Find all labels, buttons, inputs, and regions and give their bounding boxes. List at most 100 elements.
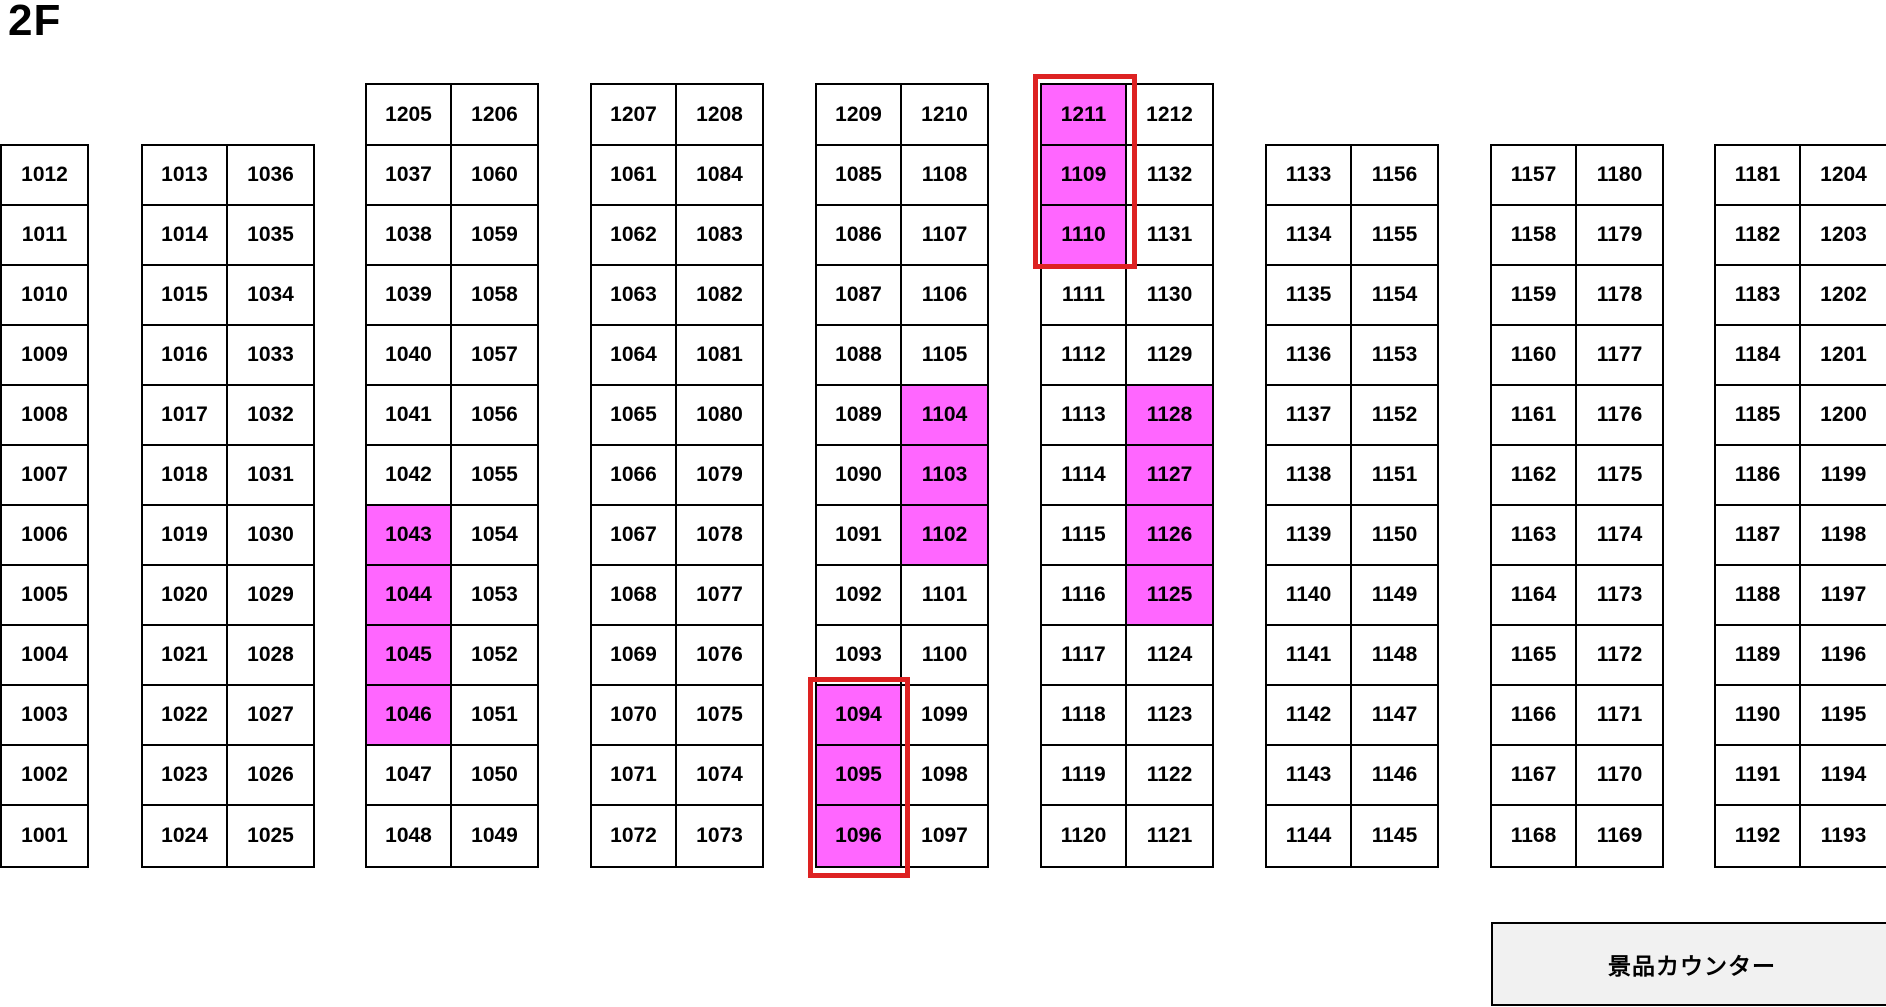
- seat-1014: 1014: [143, 206, 228, 266]
- seat-1043: 1043: [367, 506, 452, 566]
- seat-1036: 1036: [228, 146, 313, 206]
- seat-1201: 1201: [1801, 326, 1886, 386]
- seat-1102: 1102: [902, 506, 987, 566]
- seat-1060: 1060: [452, 146, 537, 206]
- seat-1008: 1008: [2, 386, 87, 446]
- seat-1158: 1158: [1492, 206, 1577, 266]
- seat-1057: 1057: [452, 326, 537, 386]
- seat-1029: 1029: [228, 566, 313, 626]
- seat-1183: 1183: [1716, 266, 1801, 326]
- seat-1001: 1001: [2, 806, 87, 866]
- seat-1021: 1021: [143, 626, 228, 686]
- seat-1076: 1076: [677, 626, 762, 686]
- seat-1031: 1031: [228, 446, 313, 506]
- seat-1170: 1170: [1577, 746, 1662, 806]
- seat-1196: 1196: [1801, 626, 1886, 686]
- seat-1172: 1172: [1577, 626, 1662, 686]
- seat-1093: 1093: [817, 626, 902, 686]
- seat-1129: 1129: [1127, 326, 1212, 386]
- seat-1125: 1125: [1127, 566, 1212, 626]
- seat-1164: 1164: [1492, 566, 1577, 626]
- seat-1081: 1081: [677, 326, 762, 386]
- seat-1080: 1080: [677, 386, 762, 446]
- seat-1059: 1059: [452, 206, 537, 266]
- seat-1064: 1064: [592, 326, 677, 386]
- seat-1067: 1067: [592, 506, 677, 566]
- seat-1003: 1003: [2, 686, 87, 746]
- seat-1167: 1167: [1492, 746, 1577, 806]
- seat-1179: 1179: [1577, 206, 1662, 266]
- seat-1166: 1166: [1492, 686, 1577, 746]
- seat-1131: 1131: [1127, 206, 1212, 266]
- seat-1013: 1013: [143, 146, 228, 206]
- seat-1046: 1046: [367, 686, 452, 746]
- seat-1061: 1061: [592, 146, 677, 206]
- seat-1182: 1182: [1716, 206, 1801, 266]
- prize-counter-label: 景品カウンター: [1608, 953, 1776, 979]
- floor-title: 2F: [8, 0, 62, 45]
- seat-1187: 1187: [1716, 506, 1801, 566]
- seat-1186: 1186: [1716, 446, 1801, 506]
- seat-1096: 1096: [817, 806, 902, 866]
- seat-1150: 1150: [1352, 506, 1437, 566]
- seat-1069: 1069: [592, 626, 677, 686]
- seat-1054: 1054: [452, 506, 537, 566]
- seat-1133: 1133: [1267, 146, 1352, 206]
- seat-1124: 1124: [1127, 626, 1212, 686]
- seat-1022: 1022: [143, 686, 228, 746]
- seat-1018: 1018: [143, 446, 228, 506]
- seat-1165: 1165: [1492, 626, 1577, 686]
- seat-1137: 1137: [1267, 386, 1352, 446]
- seat-1063: 1063: [592, 266, 677, 326]
- seat-1051: 1051: [452, 686, 537, 746]
- seat-1087: 1087: [817, 266, 902, 326]
- seat-1146: 1146: [1352, 746, 1437, 806]
- seat-1072: 1072: [592, 806, 677, 866]
- seat-1189: 1189: [1716, 626, 1801, 686]
- seat-1045: 1045: [367, 626, 452, 686]
- seat-1175: 1175: [1577, 446, 1662, 506]
- seat-1177: 1177: [1577, 326, 1662, 386]
- seat-1188: 1188: [1716, 566, 1801, 626]
- seat-1149: 1149: [1352, 566, 1437, 626]
- seat-1209: 1209: [817, 85, 902, 146]
- seat-1108: 1108: [902, 146, 987, 206]
- seat-1088: 1088: [817, 326, 902, 386]
- seat-1119: 1119: [1042, 746, 1127, 806]
- seat-1011: 1011: [2, 206, 87, 266]
- seat-1110: 1110: [1042, 206, 1127, 266]
- seat-1191: 1191: [1716, 746, 1801, 806]
- seat-1032: 1032: [228, 386, 313, 446]
- seat-1173: 1173: [1577, 566, 1662, 626]
- seat-1004: 1004: [2, 626, 87, 686]
- seat-1208: 1208: [677, 85, 762, 146]
- seat-1121: 1121: [1127, 806, 1212, 866]
- seat-1130: 1130: [1127, 266, 1212, 326]
- seat-1106: 1106: [902, 266, 987, 326]
- seat-1058: 1058: [452, 266, 537, 326]
- seat-1027: 1027: [228, 686, 313, 746]
- seat-1112: 1112: [1042, 326, 1127, 386]
- seat-block-1: 1012 1011 1010 1009 1008 1007 1006 1005 1004 1003…: [0, 144, 89, 868]
- seat-1107: 1107: [902, 206, 987, 266]
- seat-1044: 1044: [367, 566, 452, 626]
- seat-1049: 1049: [452, 806, 537, 866]
- seat-1019: 1019: [143, 506, 228, 566]
- seat-1127: 1127: [1127, 446, 1212, 506]
- seat-1126: 1126: [1127, 506, 1212, 566]
- seat-1109: 1109: [1042, 146, 1127, 206]
- seat-1202: 1202: [1801, 266, 1886, 326]
- seat-1193: 1193: [1801, 806, 1886, 866]
- seat-1104: 1104: [902, 386, 987, 446]
- seat-1143: 1143: [1267, 746, 1352, 806]
- seat-1033: 1033: [228, 326, 313, 386]
- seat-1100: 1100: [902, 626, 987, 686]
- seat-1005: 1005: [2, 566, 87, 626]
- seat-1091: 1091: [817, 506, 902, 566]
- seat-1157: 1157: [1492, 146, 1577, 206]
- seat-1089: 1089: [817, 386, 902, 446]
- seat-1037: 1037: [367, 146, 452, 206]
- seat-1152: 1152: [1352, 386, 1437, 446]
- seat-block-7: 1133 1156 1134 1155 1135 1154 1136 1153 1137 1152…: [1265, 144, 1439, 868]
